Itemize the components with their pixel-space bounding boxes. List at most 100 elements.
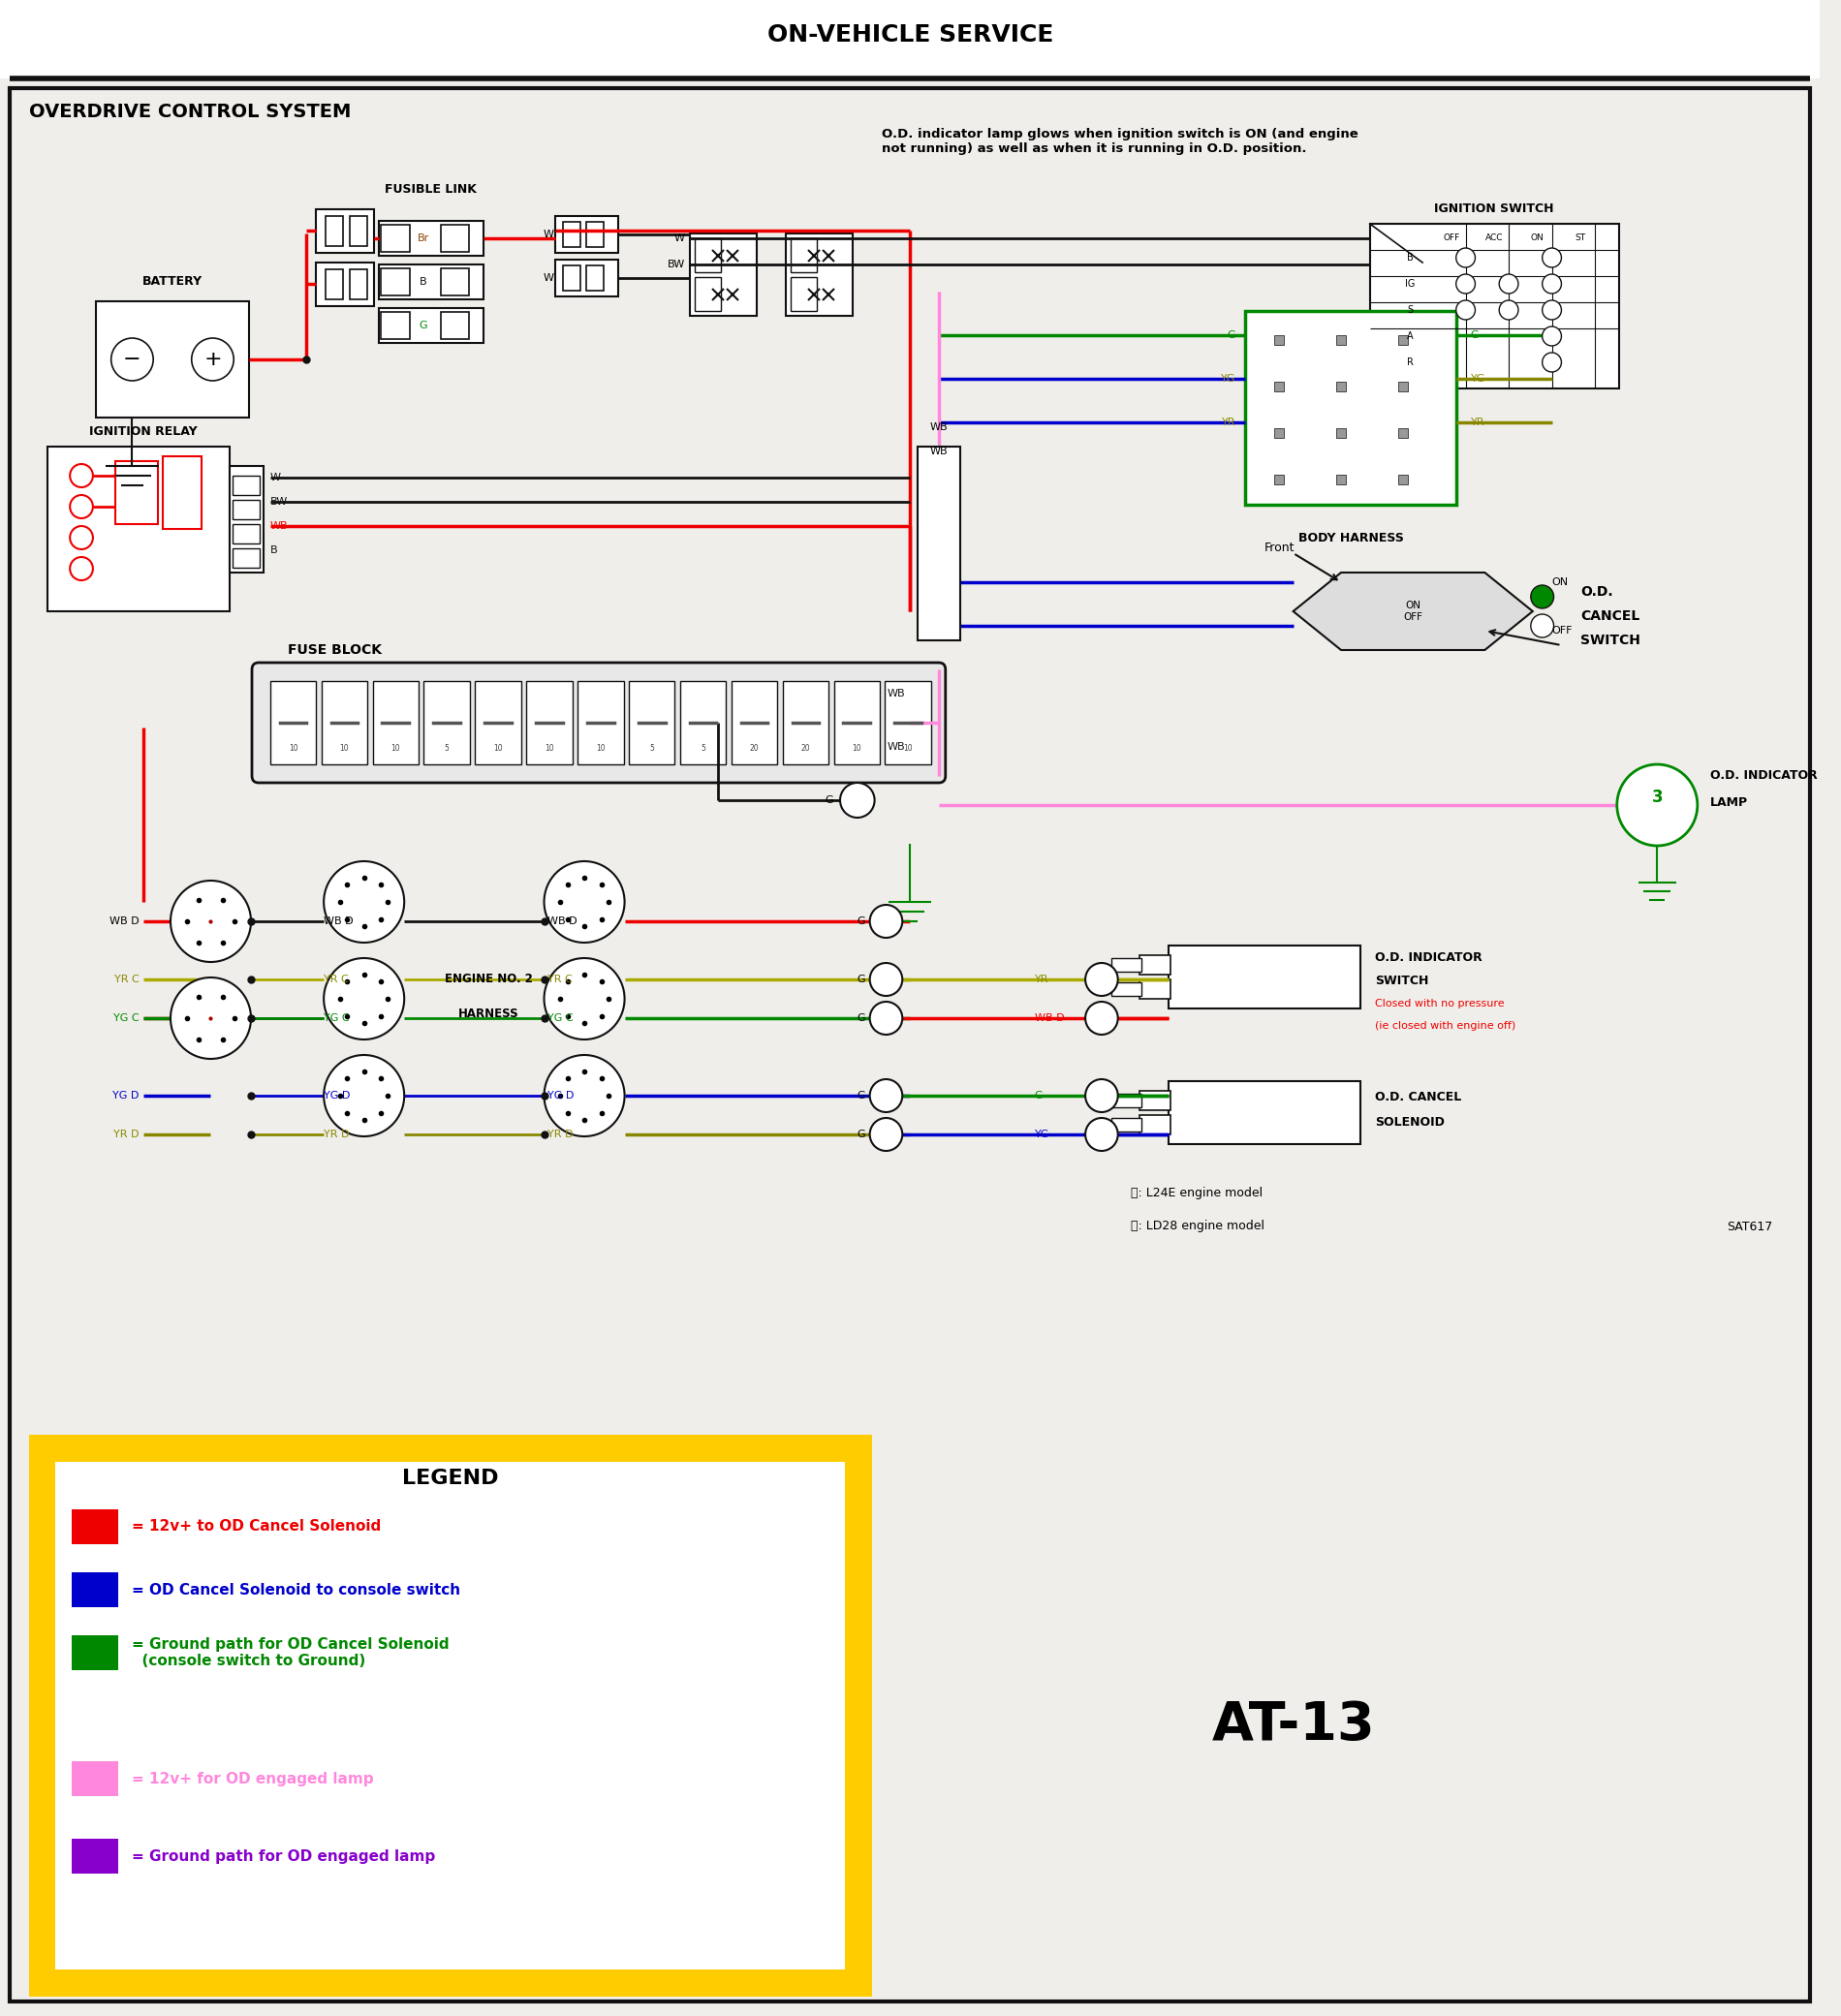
Bar bbox=[232, 524, 260, 544]
Text: BW: BW bbox=[666, 260, 685, 270]
Bar bbox=[232, 548, 260, 569]
Bar bbox=[556, 216, 619, 252]
Bar bbox=[55, 1462, 845, 1970]
Text: G: G bbox=[420, 321, 427, 331]
Text: B: B bbox=[271, 546, 278, 554]
Text: = 12v+ to OD Cancel Solenoid: = 12v+ to OD Cancel Solenoid bbox=[133, 1520, 381, 1534]
Bar bbox=[782, 681, 828, 764]
Text: SWITCH: SWITCH bbox=[1375, 976, 1429, 988]
Text: ON-VEHICLE SERVICE: ON-VEHICLE SERVICE bbox=[768, 24, 1053, 46]
Bar bbox=[694, 276, 722, 310]
Bar bbox=[834, 681, 880, 764]
Bar bbox=[1169, 1081, 1360, 1145]
Bar bbox=[1112, 1095, 1141, 1107]
Text: G: G bbox=[1035, 1091, 1042, 1101]
Text: ON: ON bbox=[1532, 234, 1545, 242]
Circle shape bbox=[1456, 274, 1475, 294]
Circle shape bbox=[1543, 353, 1561, 373]
Circle shape bbox=[1616, 764, 1697, 847]
Circle shape bbox=[324, 861, 405, 943]
Text: WB: WB bbox=[271, 522, 289, 530]
Text: YG C: YG C bbox=[112, 1014, 138, 1022]
Text: 10: 10 bbox=[341, 744, 350, 754]
Bar bbox=[556, 260, 619, 296]
Text: YG: YG bbox=[1035, 1129, 1049, 1139]
FancyBboxPatch shape bbox=[252, 663, 946, 782]
Bar bbox=[786, 234, 852, 317]
Text: = Ground path for OD engaged lamp: = Ground path for OD engaged lamp bbox=[133, 1849, 436, 1863]
Text: G: G bbox=[856, 1014, 865, 1022]
Text: O.D. CANCEL: O.D. CANCEL bbox=[1375, 1091, 1462, 1105]
Text: WB: WB bbox=[887, 742, 906, 752]
Text: R: R bbox=[1407, 357, 1414, 367]
Circle shape bbox=[171, 881, 250, 962]
Text: G: G bbox=[856, 974, 865, 984]
Text: 5: 5 bbox=[444, 744, 449, 754]
Circle shape bbox=[1543, 327, 1561, 347]
Bar bbox=[162, 456, 201, 528]
Circle shape bbox=[324, 1054, 405, 1137]
Bar bbox=[72, 1510, 118, 1544]
Text: WB D: WB D bbox=[324, 917, 353, 925]
Text: AT-13: AT-13 bbox=[1211, 1699, 1375, 1752]
Circle shape bbox=[1456, 248, 1475, 268]
Text: ON
OFF: ON OFF bbox=[1403, 601, 1423, 621]
Bar bbox=[690, 234, 757, 317]
Text: 10: 10 bbox=[493, 744, 503, 754]
Text: 10: 10 bbox=[852, 744, 862, 754]
Text: OFF: OFF bbox=[1552, 625, 1572, 635]
Text: YR D: YR D bbox=[549, 1129, 574, 1139]
Text: YG D: YG D bbox=[112, 1091, 138, 1101]
Text: BODY HARNESS: BODY HARNESS bbox=[1298, 532, 1403, 544]
Bar bbox=[381, 268, 411, 296]
Bar bbox=[326, 270, 342, 298]
Bar bbox=[381, 312, 411, 339]
Text: YG C: YG C bbox=[324, 1014, 350, 1022]
Bar bbox=[563, 222, 580, 248]
Polygon shape bbox=[1292, 573, 1534, 649]
Text: ON: ON bbox=[1552, 577, 1569, 587]
Bar bbox=[585, 266, 604, 290]
Text: A: A bbox=[1407, 331, 1414, 341]
Circle shape bbox=[839, 782, 874, 818]
Text: IGNITION SWITCH: IGNITION SWITCH bbox=[1434, 204, 1554, 216]
Text: G: G bbox=[856, 1091, 865, 1101]
Bar bbox=[72, 1572, 118, 1607]
Text: W: W bbox=[543, 274, 554, 282]
Bar bbox=[350, 270, 366, 298]
Bar bbox=[0, 0, 1821, 79]
Circle shape bbox=[70, 526, 92, 548]
Bar bbox=[694, 238, 722, 272]
Circle shape bbox=[1499, 300, 1519, 321]
Text: YR C: YR C bbox=[114, 974, 138, 984]
Text: Br: Br bbox=[418, 234, 429, 244]
Text: 10: 10 bbox=[289, 744, 298, 754]
Text: YR D: YR D bbox=[112, 1129, 138, 1139]
Bar bbox=[317, 210, 374, 252]
Text: YR D: YR D bbox=[324, 1129, 350, 1139]
Text: = 12v+ for OD engaged lamp: = 12v+ for OD engaged lamp bbox=[133, 1772, 374, 1786]
Bar bbox=[630, 681, 676, 764]
Text: B: B bbox=[420, 276, 427, 286]
Text: 3: 3 bbox=[1651, 788, 1662, 806]
Text: 10: 10 bbox=[545, 744, 554, 754]
Text: WB: WB bbox=[930, 448, 948, 456]
Text: = OD Cancel Solenoid to console switch: = OD Cancel Solenoid to console switch bbox=[133, 1583, 460, 1597]
Bar bbox=[679, 681, 725, 764]
Bar bbox=[1112, 958, 1141, 972]
Text: S: S bbox=[1407, 304, 1414, 314]
Circle shape bbox=[1543, 274, 1561, 294]
Bar bbox=[317, 262, 374, 306]
Text: 10: 10 bbox=[904, 744, 913, 754]
Circle shape bbox=[1086, 964, 1117, 996]
Text: ENGINE NO. 2: ENGINE NO. 2 bbox=[444, 974, 532, 986]
Text: W: W bbox=[674, 234, 685, 244]
Circle shape bbox=[1530, 585, 1554, 609]
Bar bbox=[72, 1839, 118, 1873]
Text: YG D: YG D bbox=[324, 1091, 350, 1101]
Text: SAT617: SAT617 bbox=[1727, 1220, 1773, 1232]
Text: Front: Front bbox=[1265, 542, 1294, 554]
Text: YR: YR bbox=[1035, 974, 1049, 984]
Circle shape bbox=[869, 1002, 902, 1034]
Circle shape bbox=[545, 861, 624, 943]
